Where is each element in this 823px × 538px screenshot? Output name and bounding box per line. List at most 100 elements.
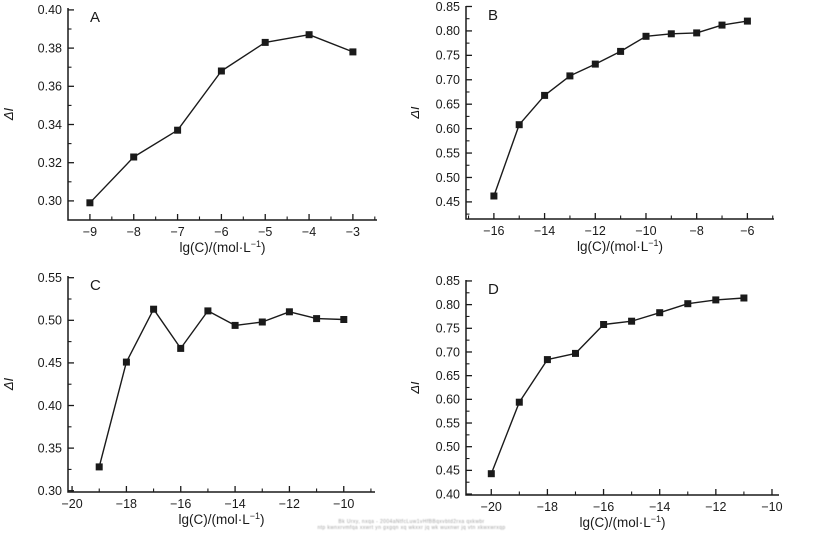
data-point-marker [349,48,357,56]
y-tick-label: 0.70 [436,73,460,87]
axes-spines [465,280,779,496]
data-point-marker [617,47,625,55]
chart-panel-d: −20 −18 −16 −14 −12 −10 0.40 0.45 0.50 0.55 0.60 0.… [411,274,783,530]
y-tick-label: 0.85 [436,274,460,288]
data-point-marker [174,126,182,134]
data-point-marker [305,31,313,39]
y-axis-label: ΔI [1,377,16,391]
y-tick-label: 0.35 [38,441,62,455]
data-point-marker [231,321,239,329]
x-tick-label: −6 [740,224,754,238]
y-tick-label: 0.45 [436,195,460,209]
panel-a: −9 −8 −7 −6 −5 −4 −3 0.30 0.32 0.34 0.36 0.38 0.40 A Δ… [0,0,411,269]
chart-panel-c: −20 −18 −16 −14 −12 −10 0.30 0.35 0.40 0.45 0.50 0.… [1,271,375,527]
y-axis-label: ΔI [411,381,422,395]
panel-letter: D [488,281,499,298]
x-axis-label: lg(C)/(mol·L−1) [579,514,665,530]
series-line [490,297,744,474]
y-tick-label: 0.80 [436,298,460,312]
series-line [493,20,748,197]
y-tick-label: 0.65 [436,97,460,111]
data-point-marker [667,30,675,38]
y-tick-label: 0.30 [38,194,62,208]
x-tick-label: −4 [302,225,316,239]
x-tick-label: −10 [635,224,656,238]
data-point-marker [515,121,523,129]
data-point-marker [340,316,348,323]
data-point-marker [543,356,551,364]
x-tick-label: −20 [61,497,82,511]
data-point-marker [313,315,321,323]
y-tick-label: 0.36 [38,80,62,94]
panel-letter: C [90,277,101,294]
series-line [98,308,344,468]
watermark-line: ntp kwnxrvmfqa xxwrt yn gxgqn xq wkxxr j… [317,525,506,531]
data-point-marker [743,17,751,25]
data-point-marker [86,199,94,207]
data-point-marker [541,91,549,99]
x-tick-label: −7 [170,225,184,239]
data-point-marker [261,38,269,46]
data-point-marker [600,321,608,328]
axes-spines [67,8,377,221]
x-tick-label: −10 [761,500,782,514]
x-tick-label: −5 [258,225,272,239]
x-tick-label: −20 [481,500,502,514]
x-tick-label: −6 [214,225,228,239]
x-tick-label: −18 [116,497,137,511]
x-tick-label: −18 [537,500,558,514]
y-tick-label: 0.45 [38,356,62,370]
data-point-marker [693,29,701,37]
y-tick-label: 0.38 [38,41,62,55]
data-point-marker [95,463,103,471]
x-tick-label: −9 [83,225,97,239]
data-point-marker [285,308,293,316]
panel-d: −20 −18 −16 −14 −12 −10 0.40 0.45 0.50 0.55 0.60 0.… [411,269,823,538]
y-tick-label: 0.32 [38,156,62,170]
x-axis-label: lg(C)/(mol·L−1) [179,239,265,255]
y-tick-label: 0.55 [436,416,460,430]
x-tick-label: −16 [483,224,504,238]
panel-b: −16 −14 −12 −10 −8 −6 0.45 0.50 0.55 0.60 0.65 0.70… [411,0,823,269]
x-tick-label: −10 [333,497,354,511]
data-point-marker [150,305,158,313]
y-tick-label: 0.50 [436,171,460,185]
x-tick-label: −14 [224,497,245,511]
data-point-marker [515,398,523,406]
data-point-marker [591,60,599,68]
watermark: Bk Urxy, nxqa - 2004aNtfcLuw1vHfBBqxvbtd… [0,519,823,531]
data-point-marker [628,317,636,325]
data-point-marker [566,72,574,80]
y-tick-label: 0.80 [436,24,460,38]
data-point-marker [130,153,138,161]
x-axis-label: lg(C)/(mol·L−1) [577,238,663,254]
y-tick-label: 0.40 [436,487,460,501]
y-tick-label: 0.34 [38,118,62,132]
panel-c: −20 −18 −16 −14 −12 −10 0.30 0.35 0.40 0.45 0.50 0.… [0,269,411,538]
x-tick-label: −14 [534,224,555,238]
x-tick-label: −12 [585,224,606,238]
y-tick-label: 0.75 [436,49,460,63]
y-tick-label: 0.55 [38,271,62,285]
y-tick-label: 0.50 [38,314,62,328]
data-point-marker [177,344,185,352]
x-tick-label: −14 [649,500,670,514]
y-tick-label: 0.55 [436,146,460,160]
panel-letter: B [488,7,498,24]
y-tick-label: 0.60 [436,393,460,407]
y-tick-label: 0.45 [436,464,460,478]
x-tick-label: −3 [346,225,360,239]
data-point-marker [217,67,225,75]
data-point-marker [204,307,212,315]
chart-panel-b: −16 −14 −12 −10 −8 −6 0.45 0.50 0.55 0.60 0.65 0.70… [411,0,774,254]
x-tick-label: −12 [705,500,726,514]
x-tick-label: −16 [593,500,614,514]
y-axis-label: ΔI [411,106,422,120]
data-point-marker [718,21,726,29]
data-point-marker [572,349,579,357]
data-point-marker [487,470,495,478]
y-tick-label: 0.70 [436,345,460,359]
y-tick-label: 0.75 [436,322,460,336]
data-point-marker [656,309,664,317]
